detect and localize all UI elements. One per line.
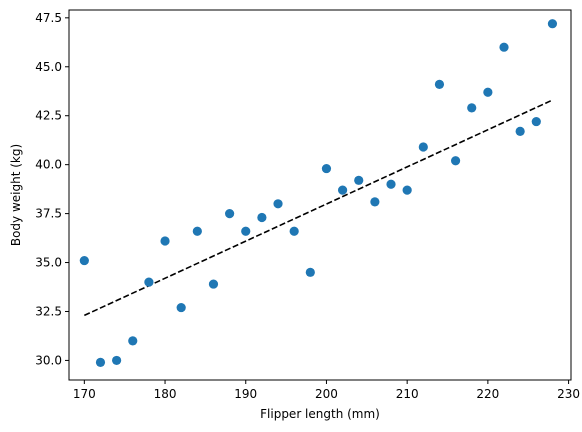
x-axis-label: Flipper length (mm) [260, 407, 380, 421]
data-point [354, 175, 364, 185]
data-point [112, 355, 122, 366]
data-point [402, 185, 412, 195]
x-tick-label: 170 [73, 387, 96, 401]
data-point [225, 208, 235, 219]
y-tick-label: 32.5 [35, 304, 62, 318]
x-tick-label: 220 [476, 387, 499, 401]
data-point [257, 212, 267, 223]
x-tick-label: 190 [234, 387, 257, 401]
data-point [144, 277, 154, 287]
data-point [467, 103, 477, 113]
data-point [208, 279, 219, 289]
data-point [418, 142, 428, 152]
data-point [499, 42, 509, 52]
data-point [176, 302, 186, 313]
plot-area: 170 180 190 200 210 220 230 30.0 32.5 35.0 37.5 40.… [35, 9, 580, 401]
data-point [370, 197, 380, 207]
data-point [321, 163, 332, 174]
data-point [128, 336, 138, 346]
data-point [192, 226, 202, 236]
data-point [305, 267, 315, 277]
data-point [95, 357, 106, 367]
data-point [483, 87, 493, 97]
data-point [79, 255, 89, 266]
data-point [450, 156, 461, 166]
data-point [531, 116, 541, 127]
y-tick-label: 45.0 [35, 60, 62, 74]
data-point [241, 226, 251, 236]
y-tick-label: 37.5 [35, 207, 62, 221]
fit-line [84, 99, 553, 317]
y-tick-label: 40.0 [35, 158, 62, 172]
x-tick-label: 200 [315, 387, 338, 401]
y-tick-label: 47.5 [35, 11, 62, 25]
data-point [515, 126, 525, 136]
data-point [547, 19, 558, 29]
x-tick-label: 180 [154, 387, 177, 401]
data-point [337, 185, 348, 195]
x-tick-label: 210 [396, 387, 419, 401]
x-tick-label: 230 [557, 387, 580, 401]
y-tick-label: 42.5 [35, 109, 62, 123]
data-point [289, 226, 299, 236]
data-point [386, 179, 396, 189]
data-point [434, 79, 445, 89]
data-point [273, 199, 283, 209]
y-axis-label: Body weight (kg) [9, 144, 23, 246]
plot-frame [68, 9, 572, 381]
y-tick-label: 30.0 [35, 353, 62, 367]
y-tick-label: 35.0 [35, 256, 62, 270]
data-point [160, 236, 170, 246]
